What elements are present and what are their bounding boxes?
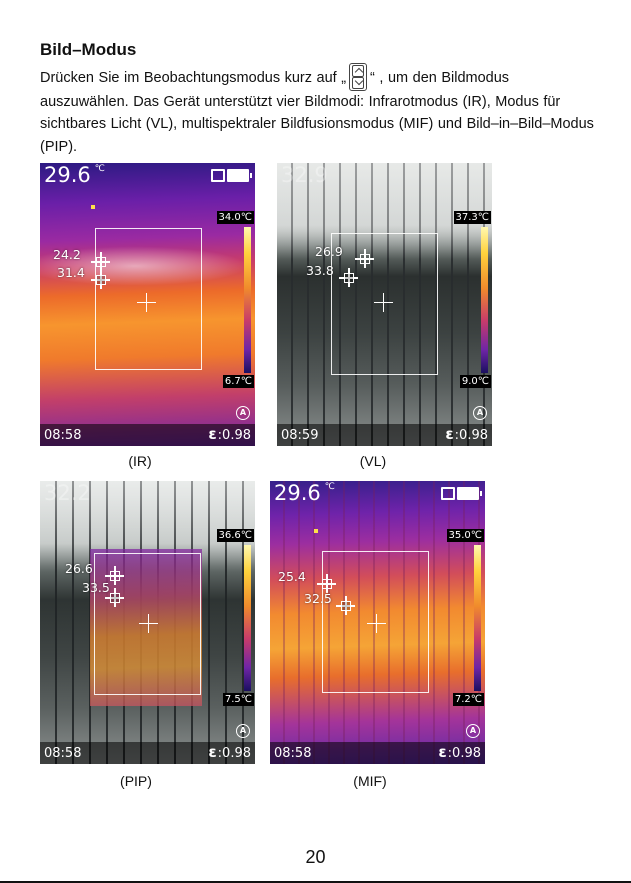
color-scale-bar [244, 545, 251, 691]
pip-mode-screenshot: 32.2 36.6℃ 7.5℃ 26.6 33.5 A 08:58 ε:0.98 [40, 481, 255, 764]
clock: 08:58 [44, 746, 82, 761]
color-scale-bar [481, 227, 488, 373]
clock: 08:58 [44, 428, 82, 443]
cold-point-marker-icon [91, 252, 110, 271]
cold-point-marker-icon [105, 566, 124, 585]
center-temperature: 32.2 [44, 481, 91, 505]
auto-mode-icon: A [473, 406, 487, 420]
center-crosshair-icon [367, 614, 386, 633]
paragraph-text-start: Drücken Sie im Beobachtungsmodus kurz au… [40, 70, 347, 86]
scale-min-temp: 9.0℃ [459, 375, 491, 388]
hot-point-value: 32.5 [304, 591, 332, 606]
pip-caption: (PIP) [120, 773, 152, 789]
cold-point-value: 26.9 [315, 244, 343, 259]
hotspot-marker [314, 529, 318, 533]
center-temperature: 29.6 ℃ [44, 163, 105, 187]
mif-caption: (MIF) [353, 773, 387, 789]
hot-point-marker-icon [105, 588, 124, 607]
mif-mode-screenshot: 29.6 ℃ 35.0℃ 7.2℃ 25.4 32.5 A 08:58 ε:0.9… [270, 481, 485, 764]
cold-point-marker-icon [355, 249, 374, 268]
fusion-image [270, 481, 485, 764]
section-heading: Bild–Modus [40, 40, 137, 59]
measurement-area [95, 228, 202, 370]
cold-point-value: 26.6 [65, 561, 93, 576]
sd-card-icon [441, 487, 455, 500]
scale-max-temp: 35.0℃ [446, 529, 484, 542]
clock: 08:58 [274, 746, 312, 761]
hot-point-marker-icon [339, 268, 358, 287]
color-scale-bar [244, 227, 251, 373]
clock: 08:59 [281, 428, 319, 443]
footer-divider [0, 881, 631, 883]
status-bar [270, 742, 485, 764]
emissivity: ε:0.98 [445, 425, 488, 443]
cold-point-marker-icon [317, 574, 336, 593]
scale-max-temp: 34.0℃ [216, 211, 254, 224]
hot-point-marker-icon [336, 596, 355, 615]
hot-point-value: 31.4 [57, 265, 85, 280]
visible-light-image [277, 163, 492, 446]
hot-point-value: 33.5 [82, 580, 110, 595]
measurement-area [322, 551, 429, 693]
auto-mode-icon: A [466, 724, 480, 738]
vl-caption: (VL) [359, 453, 387, 469]
center-crosshair-icon [139, 614, 158, 633]
center-crosshair-icon [374, 293, 393, 312]
sd-card-icon [211, 169, 225, 182]
color-scale-bar [474, 545, 481, 691]
status-bar [40, 742, 255, 764]
scale-min-temp: 7.2℃ [452, 693, 484, 706]
center-temperature: 32.9 [281, 163, 328, 187]
measurement-area [331, 233, 438, 375]
scale-max-temp: 36.6℃ [216, 529, 254, 542]
status-bar [277, 424, 492, 446]
auto-mode-icon: A [236, 724, 250, 738]
cold-point-value: 25.4 [278, 569, 306, 584]
hot-point-marker-icon [91, 270, 110, 289]
emissivity: ε:0.98 [208, 743, 251, 761]
emissivity: ε:0.98 [438, 743, 481, 761]
emissivity: ε:0.98 [208, 425, 251, 443]
status-bar [40, 424, 255, 446]
auto-mode-icon: A [236, 406, 250, 420]
vl-mode-screenshot: 32.9 37.3℃ 9.0℃ 26.9 33.8 A 08:59 ε:0.98 [277, 163, 492, 446]
paragraph-text-end: “ , um den Bildmodus auszuwählen. Das Ge… [40, 70, 594, 155]
center-temperature: 29.6 ℃ [274, 481, 335, 505]
thermal-image [40, 163, 255, 446]
center-crosshair-icon [137, 293, 156, 312]
hotspot-marker [91, 205, 95, 209]
up-down-key-icon [349, 63, 368, 91]
battery-icon [457, 487, 482, 500]
hot-point-value: 33.8 [306, 263, 334, 278]
scale-min-temp: 7.5℃ [222, 693, 254, 706]
measurement-area [94, 553, 201, 695]
battery-icon [227, 169, 252, 182]
description-paragraph: Drücken Sie im Beobachtungsmodus kurz au… [40, 63, 600, 158]
cold-point-value: 24.2 [53, 247, 81, 262]
page-number: 20 [305, 847, 326, 867]
scale-min-temp: 6.7℃ [222, 375, 254, 388]
ir-caption: (IR) [128, 453, 152, 469]
scale-max-temp: 37.3℃ [453, 211, 491, 224]
ir-mode-screenshot: 29.6 ℃ 34.0℃ 6.7℃ 24.2 31.4 A 08:58 ε:0.9… [40, 163, 255, 446]
